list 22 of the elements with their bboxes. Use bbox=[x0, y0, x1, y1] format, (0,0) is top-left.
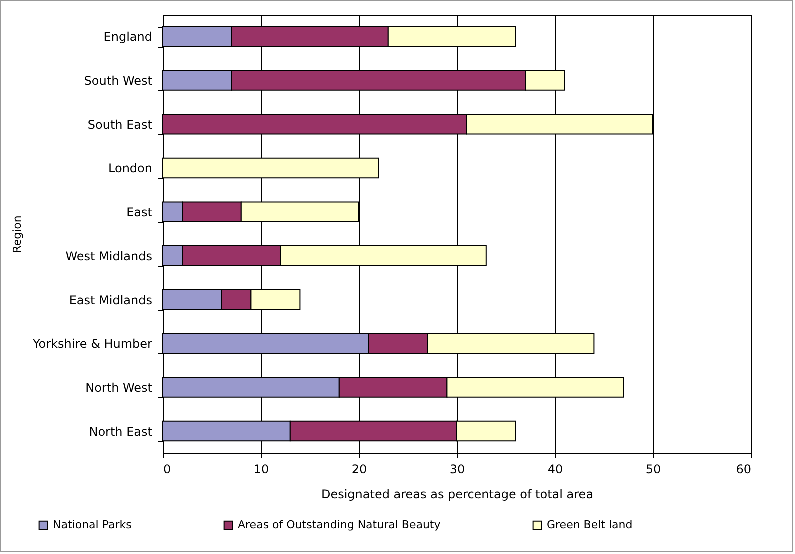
x-tick-label: 30 bbox=[450, 462, 466, 476]
x-tick-label: 10 bbox=[254, 462, 270, 476]
y-tick-label: East Midlands bbox=[69, 293, 152, 308]
legend-label: National Parks bbox=[53, 518, 132, 532]
y-tick-label: East bbox=[126, 206, 153, 220]
x-tick-label: 60 bbox=[736, 462, 752, 476]
y-tick-label: South West bbox=[84, 74, 153, 88]
y-axis-title: Region bbox=[11, 216, 24, 254]
x-tick-label: 40 bbox=[548, 462, 564, 476]
x-axis-title: Designated areas as percentage of total area bbox=[321, 488, 594, 502]
x-tick-label: 50 bbox=[646, 462, 662, 476]
legend-label: Green Belt land bbox=[547, 518, 633, 532]
y-tick-label: London bbox=[108, 162, 152, 176]
y-tick-label: North East bbox=[89, 424, 153, 439]
y-tick-label: England bbox=[104, 30, 152, 44]
y-tick-label: West Midlands bbox=[66, 249, 152, 264]
x-tick-label: 0 bbox=[164, 462, 172, 476]
y-tick-label: North West bbox=[86, 380, 153, 395]
y-tick-label: South East bbox=[88, 118, 153, 132]
y-tick-label: Yorkshire & Humber bbox=[32, 337, 153, 352]
x-tick-label: 20 bbox=[352, 462, 368, 476]
legend-label: Areas of Outstanding Natural Beauty bbox=[238, 518, 442, 532]
